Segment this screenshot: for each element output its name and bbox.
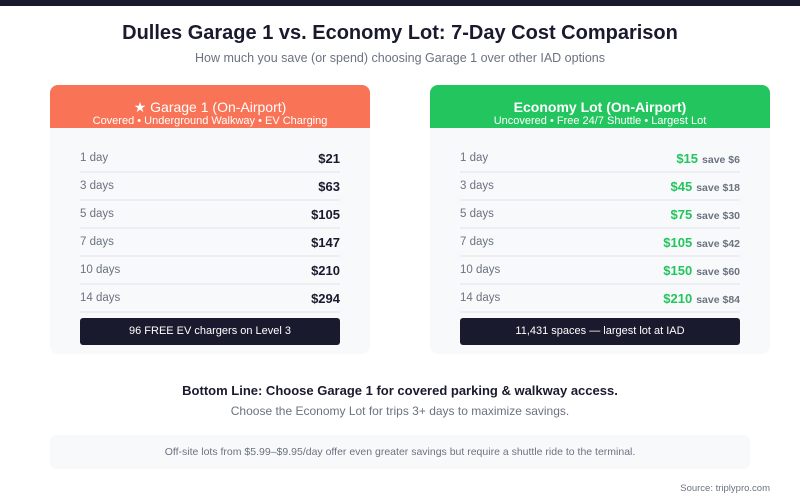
duration-label: 10 days — [460, 264, 501, 276]
price-row: 7 days $147 — [80, 229, 340, 257]
garage-card: ★ Garage 1 (On-Airport) Covered • Underg… — [50, 85, 370, 354]
price-row: 10 days $210 — [80, 257, 340, 285]
price-value: $45 — [670, 178, 693, 194]
price-value: $15 — [676, 150, 699, 166]
price-value: $294 — [311, 290, 340, 306]
price-group: $45 save $18 — [671, 179, 741, 194]
savings-value: save $18 — [696, 181, 740, 194]
offsite-note: Off-site lots from $5.99–$9.95/day offer… — [50, 435, 750, 469]
price-value: $21 — [318, 150, 340, 166]
price-row: 7 days $105 save $42 — [460, 229, 740, 257]
price-value: $75 — [670, 206, 693, 222]
garage-features: Covered • Underground Walkway • EV Charg… — [92, 115, 328, 127]
duration-label: 3 days — [460, 180, 494, 192]
price-value: $210 — [663, 290, 693, 306]
price-value: $150 — [663, 262, 693, 278]
duration-label: 10 days — [80, 264, 121, 276]
economy-card: Economy Lot (On-Airport) Uncovered • Fre… — [430, 85, 770, 354]
price-value: $105 — [663, 234, 693, 250]
price-row: 5 days $75 save $30 — [460, 201, 740, 229]
price-group: $75 save $30 — [671, 207, 741, 222]
economy-card-header: Economy Lot (On-Airport) Uncovered • Fre… — [430, 85, 770, 128]
economy-name: Economy Lot (On-Airport) — [513, 99, 687, 115]
duration-label: 5 days — [80, 208, 114, 220]
duration-label: 14 days — [460, 292, 501, 304]
star-icon: ★ — [133, 99, 147, 115]
top-bar — [0, 0, 800, 6]
savings-value: save $60 — [696, 265, 740, 278]
bottom-line-sub: Choose the Economy Lot for trips 3+ days… — [230, 404, 570, 418]
duration-label: 1 day — [460, 152, 489, 164]
price-row: 14 days $294 — [80, 285, 340, 313]
garage-card-header: ★ Garage 1 (On-Airport) Covered • Underg… — [50, 85, 370, 128]
price-group: $15 save $6 — [676, 151, 740, 166]
garage-name: Garage 1 (On-Airport) — [150, 99, 287, 115]
price-value: $147 — [311, 234, 340, 250]
price-value: $210 — [311, 262, 340, 278]
economy-footer: 11,431 spaces — largest lot at IAD — [460, 318, 740, 345]
savings-value: save $42 — [696, 237, 740, 250]
bottom-line: Bottom Line: Choose Garage 1 for covered… — [182, 383, 618, 398]
price-row: 3 days $63 — [80, 173, 340, 201]
price-row: 3 days $45 save $18 — [460, 173, 740, 201]
duration-label: 1 day — [80, 152, 109, 164]
duration-label: 7 days — [460, 236, 494, 248]
price-row: 10 days $150 save $60 — [460, 257, 740, 285]
savings-value: save $84 — [696, 293, 740, 306]
duration-label: 3 days — [80, 180, 114, 192]
price-row: 14 days $210 save $84 — [460, 285, 740, 313]
savings-value: save $30 — [696, 209, 740, 222]
price-value: $63 — [318, 178, 340, 194]
price-group: $150 save $60 — [663, 263, 740, 278]
page-title: Dulles Garage 1 vs. Economy Lot: 7-Day C… — [122, 22, 678, 44]
duration-label: 7 days — [80, 236, 114, 248]
price-group: $105 save $42 — [663, 235, 740, 250]
price-value: $105 — [311, 206, 340, 222]
savings-value: save $6 — [702, 153, 740, 166]
price-group: $210 save $84 — [663, 291, 740, 306]
page-subtitle: How much you save (or spend) choosing Ga… — [195, 51, 605, 65]
price-row: 5 days $105 — [80, 201, 340, 229]
garage-footer: 96 FREE EV chargers on Level 3 — [80, 318, 340, 345]
price-row: 1 day $15 save $6 — [460, 145, 740, 173]
price-row: 1 day $21 — [80, 145, 340, 173]
source: Source: triplypro.com — [680, 483, 770, 494]
economy-features: Uncovered • Free 24/7 Shuttle • Largest … — [493, 115, 707, 127]
duration-label: 5 days — [460, 208, 494, 220]
duration-label: 14 days — [80, 292, 121, 304]
